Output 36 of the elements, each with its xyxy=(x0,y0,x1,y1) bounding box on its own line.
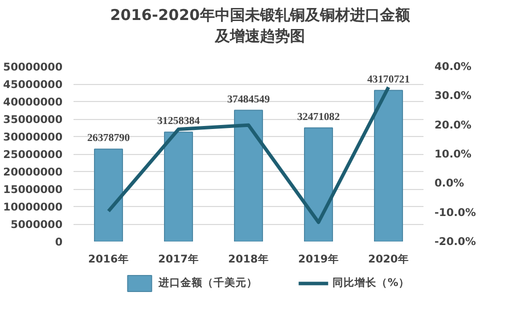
y-tick-label: 0 xyxy=(55,236,63,248)
y-tick-label: 5000000 xyxy=(10,218,63,231)
chart-title: 2016-2020年中国未锻轧铜及铜材进口金额及增速趋势图 xyxy=(110,5,410,47)
data-label: 32471082 xyxy=(297,112,340,123)
y2-tick-label: 0.0% xyxy=(434,176,464,190)
bar xyxy=(374,90,403,242)
x-tick-label: 2019年 xyxy=(298,252,339,266)
y2-tick-label: 10.0% xyxy=(434,148,472,160)
y-tick-label: 10000000 xyxy=(3,200,63,214)
y-tick-label: 30000000 xyxy=(3,130,63,144)
y2-tick-label: 30.0% xyxy=(434,89,472,102)
data-label: 26378790 xyxy=(87,133,130,144)
data-label: 43170721 xyxy=(367,74,410,86)
y2-tick-label: -10.0% xyxy=(434,206,476,219)
bar xyxy=(94,148,123,242)
y-tick-label: 15000000 xyxy=(3,183,63,196)
bar xyxy=(304,127,333,242)
y-tick-label: 20000000 xyxy=(3,166,63,178)
data-label: 31258384 xyxy=(157,116,200,128)
data-label: 37484549 xyxy=(227,94,270,106)
bar xyxy=(234,110,263,242)
x-tick-label: 2018年 xyxy=(228,252,269,266)
y-tick-label: 40000000 xyxy=(3,96,63,108)
bar xyxy=(164,132,193,242)
y2-tick-label: -20.0% xyxy=(434,235,476,248)
y-tick-label: 35000000 xyxy=(3,113,63,126)
y-tick-label: 45000000 xyxy=(3,78,63,91)
y2-tick-label: 20.0% xyxy=(434,118,472,132)
y-tick-label: 50000000 xyxy=(3,60,63,74)
y2-tick-label: 40.0% xyxy=(434,60,472,73)
x-tick-label: 2016年 xyxy=(88,252,129,266)
legend-label: 同比增长（%） xyxy=(332,276,410,290)
y-tick-label: 25000000 xyxy=(3,148,63,161)
x-tick-label: 2020年 xyxy=(368,252,409,266)
x-tick-label: 2017年 xyxy=(158,252,199,266)
legend-label: 进口金额（千美元） xyxy=(158,276,258,290)
